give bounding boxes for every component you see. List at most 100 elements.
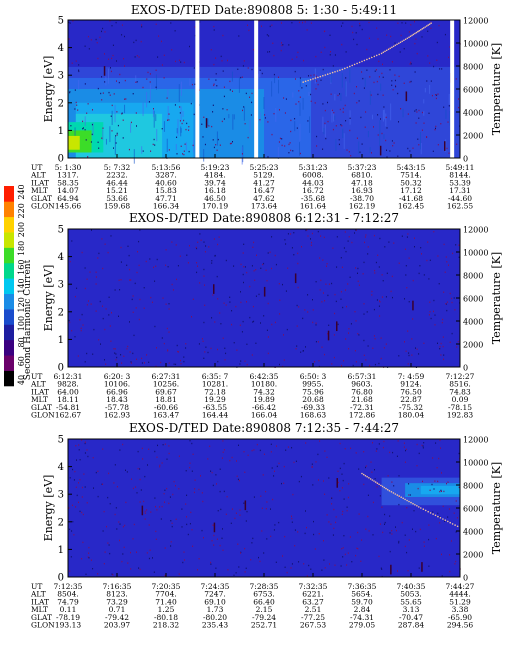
colorbar-swatch	[4, 324, 14, 341]
noise-pixel	[124, 65, 125, 67]
noise-pixel	[346, 510, 348, 512]
noise-pixel	[271, 323, 273, 326]
noise-pixel	[204, 143, 206, 146]
noise-pixel	[262, 263, 264, 266]
noise-pixel	[350, 447, 352, 449]
noise-pixel	[393, 142, 395, 144]
noise-pixel	[190, 511, 192, 514]
noise-pixel	[84, 267, 86, 269]
noise-pixel	[331, 363, 333, 365]
noise-pixel	[415, 530, 417, 533]
spectral-streak	[367, 131, 369, 138]
noise-pixel	[285, 449, 287, 451]
y2-tick-label: 2000	[463, 551, 483, 560]
noise-pixel	[441, 553, 442, 556]
spectral-streak	[420, 142, 422, 155]
noise-pixel	[452, 252, 454, 255]
noise-pixel	[216, 275, 218, 278]
temperature-point	[451, 523, 454, 525]
noise-pixel	[199, 21, 201, 23]
noise-pixel	[379, 237, 381, 240]
noise-pixel	[458, 452, 460, 455]
table-cell: 8144.	[449, 171, 470, 180]
noise-pixel	[259, 69, 261, 71]
spectral-streak	[275, 108, 277, 122]
table-cell: 5:43:15	[397, 163, 426, 172]
table-cell: -65.90	[448, 613, 472, 622]
noise-pixel	[342, 306, 344, 309]
noise-pixel	[208, 125, 210, 127]
noise-pixel	[159, 464, 161, 467]
noise-pixel	[432, 511, 434, 513]
noise-pixel	[291, 447, 293, 449]
noise-pixel	[440, 354, 442, 356]
noise-pixel	[191, 529, 193, 531]
noise-pixel	[235, 572, 237, 574]
spectral-streak	[448, 93, 450, 105]
noise-pixel	[380, 337, 382, 339]
table-cell: 5: 1:30	[55, 163, 82, 172]
spectral-streak	[259, 112, 261, 123]
noise-pixel	[229, 301, 231, 303]
noise-pixel	[410, 24, 412, 26]
table-cell: 6753.	[253, 590, 274, 599]
table-cell: 2.84	[354, 605, 371, 614]
noise-pixel	[223, 302, 225, 304]
temperature-point	[366, 58, 368, 61]
noise-pixel	[429, 311, 431, 313]
noise-pixel	[351, 25, 353, 28]
temperature-point	[400, 496, 403, 499]
noise-pixel	[307, 235, 309, 237]
table-cell: 7:40:35	[397, 582, 426, 591]
spectral-streak	[180, 81, 182, 96]
noise-pixel	[246, 510, 248, 513]
table-cell: 166.04	[251, 411, 277, 420]
noise-pixel	[440, 489, 442, 492]
noise-pixel	[379, 315, 381, 317]
noise-pixel	[442, 505, 444, 507]
noise-pixel	[231, 323, 233, 326]
table-cell: 10281.	[202, 380, 228, 389]
noise-pixel	[215, 79, 217, 81]
noise-pixel	[436, 59, 438, 61]
temperature-point	[373, 480, 375, 482]
noise-pixel	[154, 450, 156, 453]
noise-pixel	[291, 517, 293, 520]
plot-content	[68, 20, 461, 165]
table-cell: 7:28:35	[250, 582, 279, 591]
noise-pixel	[444, 33, 446, 36]
spectral-streak	[111, 110, 113, 126]
temperature-point	[319, 75, 322, 78]
temperature-point	[420, 507, 422, 509]
spectral-streak	[331, 109, 333, 123]
noise-pixel	[330, 51, 331, 53]
row-label: GLAT	[31, 403, 52, 412]
noise-pixel	[391, 84, 393, 86]
noise-pixel	[301, 246, 302, 248]
noise-pixel	[115, 135, 117, 137]
noise-pixel	[375, 450, 377, 452]
y2-tick-label: 0	[463, 155, 468, 164]
noise-pixel	[315, 55, 317, 58]
noise-pixel	[144, 362, 145, 364]
noise-pixel	[421, 111, 423, 114]
noise-pixel	[197, 569, 198, 571]
noise-pixel	[333, 508, 335, 511]
noise-pixel	[269, 25, 271, 28]
noise-pixel	[109, 552, 111, 555]
noise-spike	[263, 286, 266, 297]
noise-pixel	[353, 38, 355, 41]
noise-pixel	[418, 452, 420, 455]
noise-pixel	[313, 520, 314, 523]
noise-pixel	[339, 490, 341, 492]
spectral-streak	[298, 142, 300, 156]
noise-pixel	[204, 304, 206, 306]
noise-pixel	[168, 362, 170, 364]
noise-pixel	[156, 456, 158, 458]
noise-pixel	[427, 30, 429, 32]
table-cell: -35.68	[301, 194, 325, 203]
noise-pixel	[370, 94, 372, 96]
spectral-streak	[142, 102, 144, 117]
noise-pixel	[342, 510, 344, 513]
